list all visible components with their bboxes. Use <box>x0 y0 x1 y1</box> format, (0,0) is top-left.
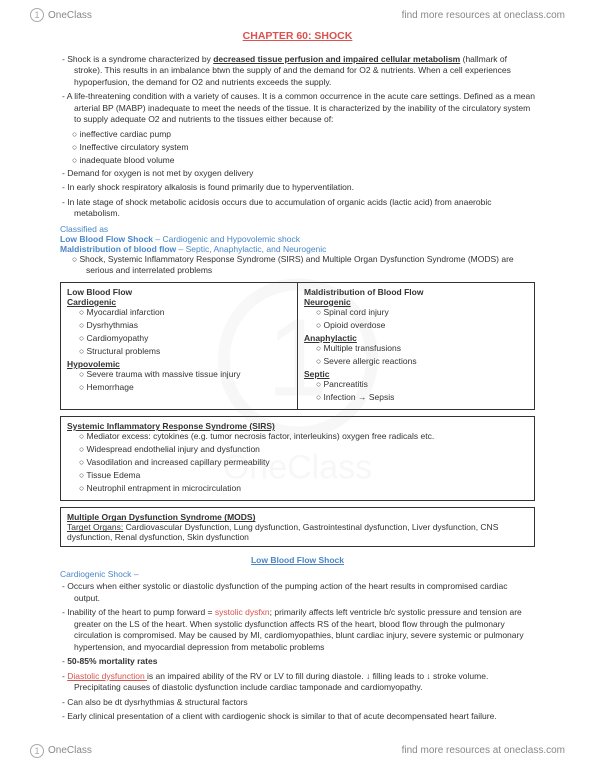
list-item: Dysrhythmias <box>93 320 291 331</box>
list-item: inadequate blood volume <box>86 155 535 166</box>
list-item: Demand for oxygen is not met by oxygen d… <box>74 168 535 179</box>
list-item: Multiple transfusions <box>330 343 528 354</box>
mods-box: Multiple Organ Dysfunction Syndrome (MOD… <box>60 507 535 547</box>
list-item: Occurs when either systolic or diastolic… <box>74 581 535 604</box>
list-item: In late stage of shock metabolic acidosi… <box>74 197 535 220</box>
sirs-box: Systemic Inflammatory Response Syndrome … <box>60 416 535 501</box>
flow-table: Low Blood Flow Cardiogenic Myocardial in… <box>60 282 535 410</box>
list-item: Myocardial infarction <box>93 307 291 318</box>
classified-sublist: Shock, Systemic Inflammatory Response Sy… <box>60 254 535 276</box>
list-item: Hemorrhage <box>93 382 291 393</box>
intro-sublist: ineffective cardiac pump Ineffective cir… <box>60 129 535 166</box>
list-item: Cardiomyopathy <box>93 333 291 344</box>
intro-item: A life-threatening condition with a vari… <box>74 91 535 125</box>
footer-link[interactable]: find more resources at oneclass.com <box>402 745 565 756</box>
table-cell-left: Low Blood Flow Cardiogenic Myocardial in… <box>61 283 298 409</box>
list-item: 50-85% mortality rates <box>74 656 535 667</box>
list-item: Severe trauma with massive tissue injury <box>93 369 291 380</box>
list-item: Ineffective circulatory system <box>86 142 535 153</box>
logo: 1 OneClass <box>30 8 92 22</box>
list-item: ineffective cardiac pump <box>86 129 535 140</box>
classified-label: Classified as <box>60 224 108 234</box>
list-item: Mediator excess: cytokines (e.g. tumor n… <box>93 431 528 442</box>
logo-icon: 1 <box>30 744 44 758</box>
intro-list-2: Demand for oxygen is not met by oxygen d… <box>60 168 535 220</box>
list-item: Infection → Sepsis <box>330 392 528 403</box>
list-item: In early shock respiratory alkalosis is … <box>74 182 535 193</box>
intro-item: Shock is a syndrome characterized by dec… <box>74 54 535 88</box>
page-header: 1 OneClass find more resources at onecla… <box>0 0 595 30</box>
classified-head: Low Blood Flow Shock <box>60 234 153 244</box>
header-link[interactable]: find more resources at oneclass.com <box>402 10 565 21</box>
list-item: Spinal cord injury <box>330 307 528 318</box>
list-item: Tissue Edema <box>93 470 528 481</box>
table-cell-right: Maldistribution of Blood Flow Neurogenic… <box>298 283 534 409</box>
list-item: Severe allergic reactions <box>330 356 528 367</box>
logo: 1 OneClass <box>30 744 92 758</box>
list-item: Early clinical presentation of a client … <box>74 711 535 722</box>
intro-list: Shock is a syndrome characterized by dec… <box>60 54 535 126</box>
list-item: Structural problems <box>93 346 291 357</box>
list-item: Pancreatitis <box>330 379 528 390</box>
list-item: Opioid overdose <box>330 320 528 331</box>
classified-block: Classified as Low Blood Flow Shock – Car… <box>60 224 535 254</box>
list-item: Shock, Systemic Inflammatory Response Sy… <box>86 254 535 276</box>
cardiogenic-head: Cardiogenic Shock – <box>60 569 535 579</box>
list-item: Can also be dt dysrhythmias & structural… <box>74 697 535 708</box>
brand-name: OneClass <box>48 745 92 756</box>
chapter-title: CHAPTER 60: SHOCK <box>60 30 535 42</box>
classified-head: Maldistribution of blood flow <box>60 244 176 254</box>
brand-name: OneClass <box>48 10 92 21</box>
cardio-list: Occurs when either systolic or diastolic… <box>60 581 535 722</box>
list-item: Vasodilation and increased capillary per… <box>93 457 528 468</box>
list-item: Diastolic dysfunction is an impaired abi… <box>74 671 535 694</box>
section-low-blood-flow: Low Blood Flow Shock <box>60 555 535 565</box>
list-item: Inability of the heart to pump forward =… <box>74 607 535 653</box>
logo-icon: 1 <box>30 8 44 22</box>
page-footer: 1 OneClass find more resources at onecla… <box>0 736 595 766</box>
list-item: Widespread endothelial injury and dysfun… <box>93 444 528 455</box>
list-item: Neutrophil entrapment in microcirculatio… <box>93 483 528 494</box>
document-content: CHAPTER 60: SHOCK Shock is a syndrome ch… <box>0 30 595 736</box>
